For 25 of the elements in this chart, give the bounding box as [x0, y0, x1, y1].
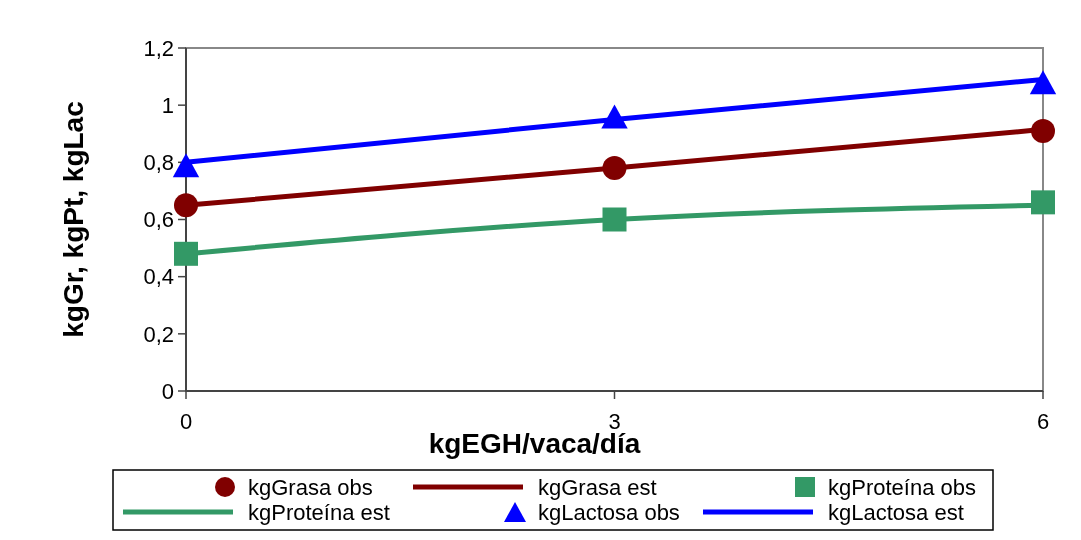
y-tick-label: 0,4 [143, 264, 174, 290]
x-tick-label: 0 [179, 408, 193, 434]
legend-label: kgProteína obs [828, 474, 976, 500]
y-tick-label: 0 [161, 378, 174, 404]
point [174, 241, 198, 266]
y-tick-label: 0,6 [143, 207, 174, 233]
legend-label: kgLactosa obs [538, 499, 680, 525]
legend-label: kgGrasa est [538, 474, 657, 500]
legend-label: kgProteína est [248, 499, 390, 525]
point [1031, 118, 1055, 143]
legend-label: kgGrasa obs [248, 474, 373, 500]
point [172, 153, 200, 178]
point [602, 207, 627, 232]
point [602, 156, 627, 181]
legend-label: kgLactosa est [828, 499, 964, 525]
point [1031, 190, 1055, 215]
y-axis-title: kgGr, kgPt, kgLac [58, 101, 89, 338]
point [174, 193, 198, 218]
y-tick-label: 1,2 [143, 35, 174, 61]
point [601, 104, 628, 129]
y-tick-label: 0,8 [143, 150, 174, 176]
x-tick-label: 6 [1036, 408, 1050, 434]
point [1029, 70, 1057, 95]
y-tick-label: 0,2 [143, 321, 174, 347]
y-tick-label: 1 [161, 92, 174, 118]
